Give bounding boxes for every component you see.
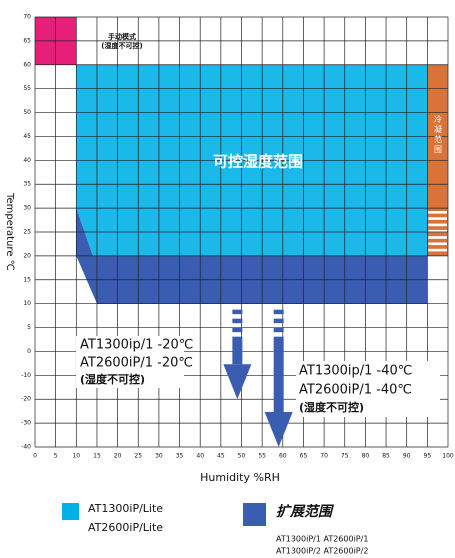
annotation: 可控湿度范围 [213,153,303,171]
arrow-dash [273,309,284,315]
arrow-dash [273,318,284,324]
x-tick-label: 5 [54,453,58,460]
annotation: AT2600iP/1 -40℃ [299,383,412,398]
arrow-dash [232,318,243,324]
x-tick-label: 10 [72,453,80,460]
arrow [223,309,252,400]
y-tick-label: 70 [23,14,31,21]
x-tick-label: 25 [134,453,142,460]
y-tick-label: -10 [21,372,31,379]
x-tick-label: 20 [114,453,122,460]
y-tick-label: 40 [23,157,31,164]
arrow [264,309,293,447]
legend-label: AT1300iP/1 AT2600iP/1 [276,535,368,544]
legend-swatch [62,503,79,520]
annotation: AT1300ip/1 -40℃ [299,364,412,379]
annotation: (湿度不可控) [80,372,145,386]
legend-label: AT2600iP/Lite [88,521,163,534]
stripe [428,211,447,214]
stripe [428,223,447,227]
x-tick-label: 55 [258,453,266,460]
annotation: AT1300ip/1 -20℃ [80,338,193,353]
y-tick-label: -30 [21,420,31,427]
label-bg [296,361,440,417]
stripe [428,242,447,246]
y-tick-label: 0 [27,348,31,355]
arrow-shaft [232,336,243,365]
x-tick-label: 75 [341,453,349,460]
x-tick-label: 85 [382,453,390,460]
y-tick-label: 35 [23,181,31,188]
x-axis-label: Humidity %RH [200,471,280,484]
stripe [428,229,447,233]
label-bg [76,336,184,388]
x-tick-label: 80 [362,453,370,460]
annotation: 冷凝范围 [434,114,443,155]
annotation: (湿度不可控) [299,400,364,414]
x-tick-label: 65 [300,453,308,460]
arrow-dash [232,309,243,315]
y-tick-label: 50 [23,109,31,116]
x-tick-label: 90 [403,453,411,460]
x-tick-label: 40 [196,453,204,460]
annotation: (湿度不可控) [101,41,142,50]
arrow-shaft [273,336,284,412]
x-tick-label: 30 [155,453,163,460]
arrow-dash [273,327,284,333]
y-tick-label: 20 [23,252,31,259]
legend-title: 扩展范围 [276,503,335,520]
y-tick-label: 30 [23,205,31,212]
y-tick-label: 65 [23,37,31,44]
arrow-dash [232,327,243,333]
stripe [428,217,447,220]
arrow-head [223,364,252,400]
y-tick-label: 55 [23,85,31,92]
x-tick-label: 50 [238,453,246,460]
stripe [428,248,447,252]
x-tick-label: 45 [217,453,225,460]
y-tick-label: 10 [23,300,31,307]
stripe [428,236,447,239]
arrow-head [264,412,293,447]
x-tick-label: 70 [320,453,328,460]
y-tick-label: -40 [21,444,31,451]
y-tick-label: 5 [27,324,31,331]
y-tick-label: 15 [23,276,31,283]
y-axis-label: Temperature ℃ [4,192,15,271]
x-tick-label: 35 [176,453,184,460]
y-tick-label: -20 [21,396,31,403]
x-tick-label: 15 [93,453,101,460]
x-tick-label: 100 [442,453,454,460]
legend-label: AT1300iP/Lite [88,502,163,515]
x-tick-label: 95 [424,453,432,460]
y-tick-label: 25 [23,229,31,236]
legend-label: AT1300iP/2 AT2600iP/2 [276,547,368,556]
x-tick-label: 0 [33,453,37,460]
x-tick-label: 60 [279,453,287,460]
y-tick-label: 60 [23,61,31,68]
annotation: AT2600iP/1 -20℃ [80,356,193,371]
y-tick-label: 45 [23,133,31,140]
annotation: 手动模式 [108,32,136,41]
legend-swatch [243,503,266,526]
